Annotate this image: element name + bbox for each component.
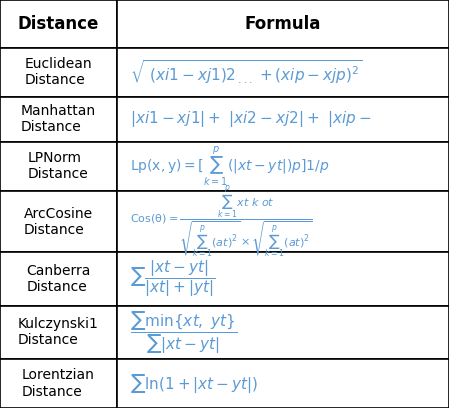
- Bar: [0, 253, 117, 306]
- Text: Formula: Formula: [245, 15, 321, 33]
- Text: Lorentzian
Distance: Lorentzian Distance: [22, 368, 95, 399]
- Text: ArcCosine
Distance: ArcCosine Distance: [24, 206, 93, 237]
- Text: Manhattan
Distance: Manhattan Distance: [21, 104, 96, 135]
- Bar: [117, 142, 449, 191]
- Text: Distance: Distance: [18, 15, 99, 33]
- Bar: [117, 0, 449, 48]
- Text: $\sqrt{\ (xi1 - xj1)2_{\,...\,}+(xip - xjp)^{2}}$: $\sqrt{\ (xi1 - xj1)2_{\,...\,}+(xip - x…: [130, 59, 363, 86]
- Text: LPNorm
Distance: LPNorm Distance: [28, 151, 89, 182]
- Bar: [0, 142, 117, 191]
- Bar: [0, 359, 117, 408]
- Bar: [0, 0, 117, 48]
- Bar: [0, 191, 117, 253]
- Bar: [0, 97, 117, 142]
- Text: $|xi1 - xj1| + \ |xi2 - xj2| + \ |xip -$: $|xi1 - xj1| + \ |xi2 - xj2| + \ |xip -$: [130, 109, 372, 129]
- Text: $\mathrm{Lp(x,y)} = [\sum_{k=1}^{p}(|xt - yt|)p]1/p$: $\mathrm{Lp(x,y)} = [\sum_{k=1}^{p}(|xt …: [130, 145, 330, 188]
- Bar: [0, 306, 117, 359]
- Bar: [117, 97, 449, 142]
- Text: $\sum \dfrac{|xt - yt|}{|xt| + |yt|}$: $\sum \dfrac{|xt - yt|}{|xt| + |yt|}$: [130, 259, 216, 299]
- Bar: [0, 48, 117, 97]
- Bar: [117, 191, 449, 253]
- Text: Canberra
Distance: Canberra Distance: [26, 264, 91, 294]
- Text: Kulczynski1
Distance: Kulczynski1 Distance: [18, 317, 99, 347]
- Text: $\sum \ln(1 + |xt - yt|)$: $\sum \ln(1 + |xt - yt|)$: [130, 372, 259, 395]
- Bar: [117, 306, 449, 359]
- Bar: [117, 253, 449, 306]
- Text: Euclidean
Distance: Euclidean Distance: [25, 57, 92, 87]
- Text: $\mathrm{Cos(\theta)} = \dfrac{\sum_{k=1}^{p} xt\ k\ ot}{\sqrt{\sum_{k=1}^{p}(at: $\mathrm{Cos(\theta)} = \dfrac{\sum_{k=1…: [130, 184, 313, 259]
- Text: $\dfrac{\sum \min\{xt,\ yt\}}{\sum|xt - yt|}$: $\dfrac{\sum \min\{xt,\ yt\}}{\sum|xt - …: [130, 309, 238, 356]
- Bar: [117, 48, 449, 97]
- Bar: [117, 359, 449, 408]
